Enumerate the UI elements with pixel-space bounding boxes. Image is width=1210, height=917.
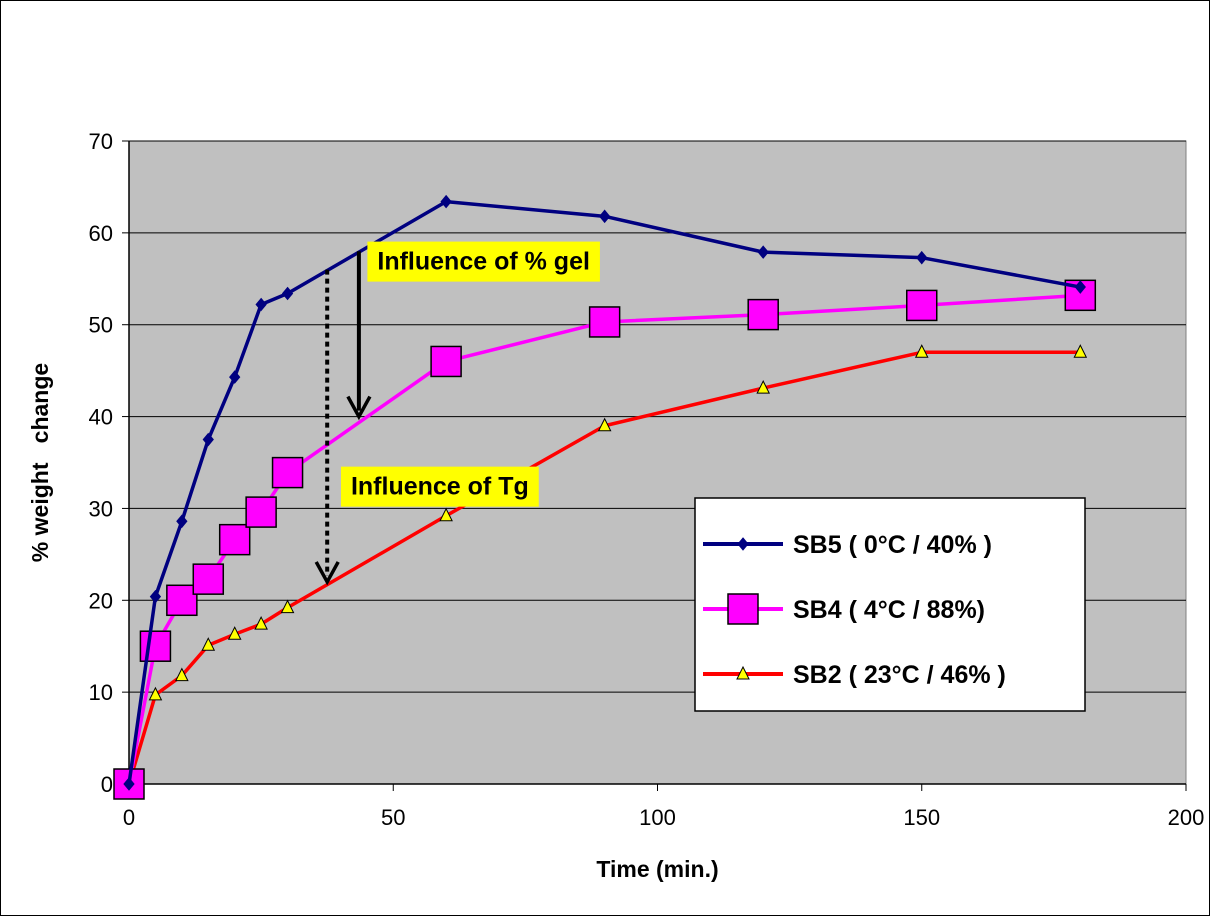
y-tick-label-7: 70 [89, 129, 113, 154]
data-point-0-7 [440, 194, 452, 209]
x-tick-label-3: 150 [903, 805, 940, 830]
annotation-box-1 [340, 466, 539, 507]
data-point-1-5 [245, 496, 277, 528]
data-point-2-1 [148, 686, 163, 701]
annotation-text-0: Influence of % gel [377, 248, 590, 276]
annotation-box-0 [367, 241, 600, 282]
data-point-2-3 [201, 637, 216, 651]
data-point-1-4 [218, 523, 251, 556]
data-point-2-2 [175, 667, 189, 682]
data-point-1-9 [747, 298, 779, 331]
x-tick-label-4: 200 [1168, 805, 1205, 830]
data-point-0-3 [202, 432, 214, 447]
data-point-0-9 [757, 245, 769, 259]
annotation-layer: Influence of % gel Influence of Tg [314, 241, 600, 586]
data-point-2-10 [914, 344, 929, 358]
legend-label-1: SB4 ( 4°C / 88%) [793, 596, 985, 624]
data-point-0-6 [281, 286, 294, 301]
data-point-0-10 [916, 250, 928, 265]
legend-entry-1: SB4 ( 4°C / 88%) [703, 593, 985, 625]
data-point-2-7 [439, 507, 453, 522]
annotation-arrowhead-1 [314, 561, 340, 586]
legend-entry-2: SB2 ( 23°C / 46% ) [703, 661, 1006, 689]
x-axis-ticks: 0 50 100 150 200 [123, 784, 1204, 830]
data-point-2-9 [756, 379, 771, 394]
data-point-1-1 [139, 630, 172, 662]
y-axis-ticks: 0 10 20 30 40 50 60 70 [89, 129, 129, 797]
data-point-0-11 [1074, 280, 1086, 294]
legend-label-2: SB2 ( 23°C / 46% ) [793, 661, 1006, 689]
data-point-0-0 [123, 777, 135, 791]
data-point-1-3 [192, 563, 225, 595]
data-point-0-4 [229, 370, 241, 384]
y-tick-label-6: 60 [89, 221, 113, 246]
y-tick-label-3: 30 [89, 496, 113, 521]
annotation-0: Influence of % gel [367, 241, 600, 282]
x-tick-label-2: 100 [639, 805, 676, 830]
series-2 [122, 344, 1088, 790]
annotation-1: Influence of Tg [340, 466, 539, 507]
x-tick-label-1: 50 [381, 805, 405, 830]
data-point-1-6 [271, 456, 304, 489]
data-point-2-5 [254, 616, 268, 630]
data-point-2-11 [1073, 344, 1088, 358]
y-tick-label-0: 0 [101, 772, 113, 797]
data-point-1-7 [430, 345, 462, 378]
y-axis-title: % weight change [27, 363, 53, 562]
y-tick-label-2: 20 [89, 588, 113, 613]
x-axis-title: Time (min.) [596, 856, 718, 882]
data-point-2-4 [227, 626, 242, 640]
data-point-2-6 [280, 599, 295, 614]
annotation-text-1: Influence of Tg [351, 473, 529, 501]
legend-entry-0: SB5 ( 0°C / 40% ) [703, 531, 992, 559]
legend-label-0: SB5 ( 0°C / 40% ) [793, 531, 992, 559]
legend: SB5 ( 0°C / 40% ) SB4 ( 4°C / 88%) SB2 ( 2… [694, 497, 1086, 712]
y-tick-label-1: 10 [89, 680, 113, 705]
series-layer [113, 194, 1097, 800]
series-line-0 [127, 199, 1081, 785]
data-point-0-8 [598, 209, 611, 224]
data-point-1-2 [166, 584, 198, 617]
data-point-2-8 [597, 417, 612, 432]
y-tick-label-5: 50 [89, 313, 113, 338]
legend-marker-1 [727, 593, 759, 625]
data-point-1-10 [906, 289, 938, 322]
data-point-0-2 [176, 514, 188, 529]
data-point-0-5 [255, 297, 267, 312]
series-0 [123, 194, 1086, 791]
legend-marker-2 [736, 665, 750, 680]
y-tick-label-4: 40 [89, 405, 113, 430]
legend-marker-0 [737, 537, 749, 551]
data-point-0-1 [149, 589, 162, 604]
annotation-arrowhead-0 [346, 395, 372, 421]
x-tick-label-0: 0 [123, 805, 135, 830]
data-point-1-8 [588, 306, 621, 338]
series-1 [113, 279, 1097, 800]
